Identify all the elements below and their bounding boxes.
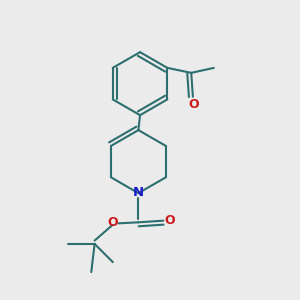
Text: O: O [188, 98, 199, 110]
Text: N: N [133, 186, 144, 199]
Text: O: O [164, 214, 175, 227]
Text: O: O [107, 216, 118, 229]
